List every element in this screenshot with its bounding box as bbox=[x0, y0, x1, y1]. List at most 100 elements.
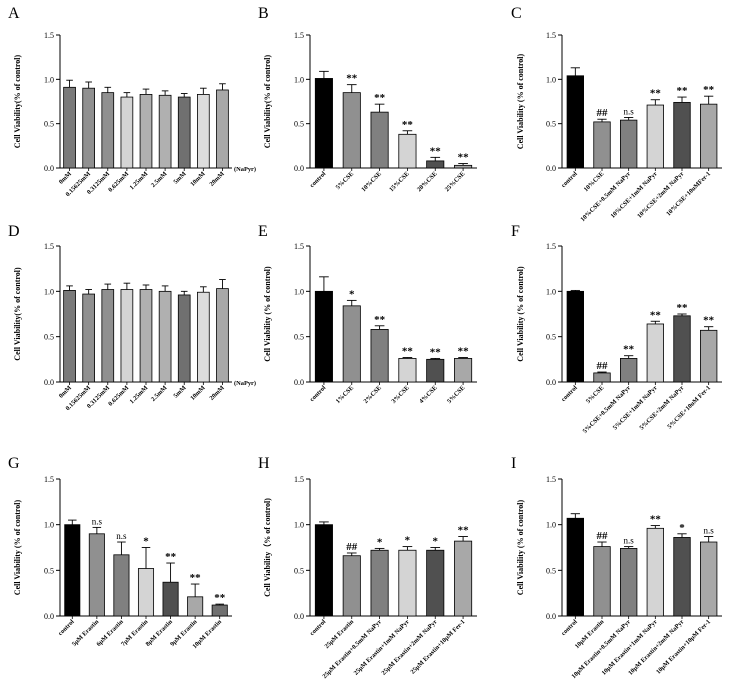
category-label: control bbox=[560, 384, 579, 403]
category-label: 25μM Erastin+1mM NaPyr bbox=[353, 618, 411, 676]
category-label: 20mM bbox=[208, 384, 226, 402]
y-tick-label: 0.5 bbox=[44, 566, 54, 575]
bar bbox=[342, 305, 361, 383]
y-tick-label: 1.0 bbox=[294, 521, 304, 530]
bar bbox=[646, 527, 664, 617]
bar bbox=[137, 568, 155, 617]
category-label: 0mM bbox=[58, 170, 73, 185]
panel-letter: B bbox=[258, 5, 269, 22]
bar bbox=[177, 96, 191, 169]
y-axis-label: Cell Viability (% of control) bbox=[516, 53, 525, 149]
category-label: control bbox=[560, 618, 579, 637]
y-tick-label: 0.0 bbox=[294, 164, 304, 173]
category-label: 5mM bbox=[172, 384, 187, 399]
significance-marker: ** bbox=[430, 346, 442, 358]
category-label: 0.625mM bbox=[107, 170, 130, 193]
y-tick-label: 1.5 bbox=[546, 31, 556, 40]
panel-a: A 0.0 0.5 1.0 1.5 Cell Viability(% of control… bbox=[8, 5, 256, 198]
category-label: 5%CSE bbox=[335, 170, 356, 191]
bar bbox=[139, 289, 153, 383]
bar bbox=[370, 549, 389, 617]
y-tick-label: 1.0 bbox=[44, 75, 54, 84]
significance-marker: ** bbox=[650, 88, 662, 100]
y-tick-label: 0.5 bbox=[546, 120, 556, 129]
bar bbox=[566, 290, 584, 383]
category-label: 2.5mM bbox=[150, 384, 169, 403]
bar bbox=[398, 549, 417, 617]
axis-unit-label: (NaPyr) bbox=[234, 380, 256, 387]
bar bbox=[426, 160, 445, 169]
category-label: 5%CSE+2mM NaPyr bbox=[638, 384, 685, 431]
y-tick-label: 0.5 bbox=[294, 333, 304, 342]
category-label: 0mM bbox=[58, 384, 73, 399]
category-label: 10μM Erastin+10μM Fer-1 bbox=[655, 618, 712, 675]
category-label: control bbox=[560, 170, 579, 189]
significance-marker: ** bbox=[430, 145, 442, 157]
y-tick-label: 1.5 bbox=[294, 475, 304, 484]
panel-i: I 0.0 0.5 1.0 1.5 Cell Viability (% of contro… bbox=[511, 455, 722, 680]
bar bbox=[673, 101, 691, 169]
panel-f: F 0.0 0.5 1.0 1.5 Cell Viability (% of contro… bbox=[511, 223, 722, 435]
category-label: 5mM bbox=[172, 170, 187, 185]
panel-letter: C bbox=[511, 5, 522, 22]
bar bbox=[673, 315, 691, 383]
significance-marker: ** bbox=[677, 302, 689, 314]
significance-marker: ** bbox=[458, 152, 470, 164]
bar bbox=[162, 581, 179, 617]
significance-marker: ** bbox=[623, 344, 635, 356]
category-label: 5%CSE+0.5mM NaPyr bbox=[582, 384, 633, 435]
category-label: 5%CSE bbox=[585, 384, 606, 405]
panel-letter: G bbox=[8, 455, 20, 472]
significance-marker: ** bbox=[677, 85, 689, 97]
significance-marker: n.s bbox=[704, 526, 715, 536]
significance-marker: ** bbox=[214, 592, 226, 604]
significance-marker: ** bbox=[374, 92, 386, 104]
bar bbox=[158, 94, 172, 169]
y-tick-label: 0.0 bbox=[294, 378, 304, 387]
significance-marker: ** bbox=[703, 84, 715, 96]
bar bbox=[620, 548, 638, 617]
significance-marker: ## bbox=[597, 107, 609, 119]
y-tick-label: 0.0 bbox=[546, 378, 556, 387]
y-tick-label: 0.0 bbox=[546, 612, 556, 621]
significance-marker: ## bbox=[346, 541, 358, 553]
panel-letter: D bbox=[8, 223, 20, 240]
y-axis-label: Cell Viability (% of control) bbox=[516, 499, 525, 595]
significance-marker: ** bbox=[346, 73, 358, 85]
y-tick-label: 0.5 bbox=[546, 566, 556, 575]
panel-d: D 0.0 0.5 1.0 1.5 Cell Viability(% of control… bbox=[8, 223, 256, 412]
category-label: 25μM Erastin+10μM Fer-1 bbox=[409, 618, 466, 675]
significance-marker: * bbox=[679, 522, 685, 534]
category-label: 5%CSE bbox=[446, 384, 467, 405]
significance-marker: ** bbox=[650, 309, 662, 321]
significance-marker: ** bbox=[703, 315, 715, 327]
significance-marker: n.s bbox=[624, 536, 635, 546]
y-tick-label: 1.0 bbox=[546, 287, 556, 296]
category-label: 20mM bbox=[208, 170, 226, 188]
category-label: 1.25mM bbox=[129, 384, 150, 405]
significance-marker: ** bbox=[165, 551, 177, 563]
panel-letter: H bbox=[258, 455, 270, 472]
y-tick-label: 0.5 bbox=[294, 120, 304, 129]
y-tick-label: 1.0 bbox=[44, 287, 54, 296]
significance-marker: * bbox=[143, 536, 149, 548]
category-label: 10mM bbox=[189, 170, 207, 188]
bar bbox=[700, 103, 718, 169]
bar bbox=[63, 86, 76, 169]
bar bbox=[216, 288, 229, 383]
category-label: control bbox=[309, 384, 328, 403]
significance-marker: n.s bbox=[624, 106, 635, 116]
y-axis-label: Cell Viability(% of control) bbox=[263, 54, 272, 148]
significance-marker: * bbox=[377, 536, 383, 548]
y-tick-label: 1.0 bbox=[546, 521, 556, 530]
category-label: 1.25mM bbox=[129, 170, 150, 191]
bar bbox=[454, 540, 473, 617]
category-label: 25%CSE bbox=[444, 170, 467, 193]
category-label: 2%CSE bbox=[362, 384, 383, 405]
y-tick-label: 1.5 bbox=[44, 31, 54, 40]
bar bbox=[426, 358, 445, 383]
y-tick-label: 0.0 bbox=[294, 612, 304, 621]
bar bbox=[88, 533, 105, 617]
y-tick-label: 1.5 bbox=[546, 242, 556, 251]
